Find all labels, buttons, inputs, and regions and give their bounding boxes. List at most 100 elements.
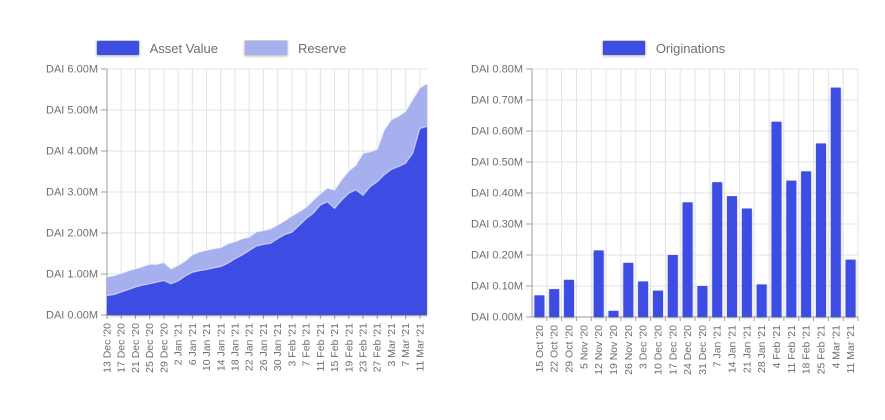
origination-bar[interactable] (786, 180, 797, 317)
x-tick-label: 14 Jan '21 (215, 323, 227, 371)
origination-bar[interactable] (623, 262, 634, 318)
asset-value-swatch (95, 40, 140, 56)
origination-bar[interactable] (741, 208, 752, 318)
originations-chart: Originations DAI 0.00M DAI 0.10M DAI 0.20M… (442, 0, 885, 420)
origination-bar[interactable] (549, 289, 560, 317)
x-tick-label: 12 Nov '20 (593, 325, 605, 375)
y-tick-label: DAI 4.00M (46, 146, 98, 158)
x-tick-label: 14 Jan '21 (727, 325, 739, 373)
x-tick-label: 29 Oct '20 (564, 325, 576, 373)
legend-item-asset-value[interactable]: Asset Value (95, 40, 218, 56)
x-tick-label: 22 Oct '20 (549, 325, 561, 373)
reserve-area[interactable] (107, 83, 427, 296)
y-tick-label: DAI 5.00M (46, 105, 98, 117)
x-tick-label: 11 Mar '21 (845, 325, 857, 374)
origination-bar[interactable] (682, 202, 693, 317)
x-tick-label: 13 Dec '20 (102, 323, 114, 373)
originations-swatch (601, 40, 646, 56)
x-tick-label: 23 Feb '21 (358, 323, 370, 372)
y-tick-label: DAI 0.20M (471, 250, 523, 262)
x-tick-label: 28 Jan '21 (756, 325, 768, 373)
legend-label-reserve: Reserve (298, 40, 347, 56)
origination-bar[interactable] (712, 182, 723, 317)
origination-bar[interactable] (653, 290, 663, 317)
reserve-swatch (244, 40, 288, 56)
x-tick-label: 27 Feb '21 (372, 323, 384, 372)
y-tick-label: DAI 0.40M (471, 188, 523, 200)
x-tick-label: 30 Jan '21 (272, 323, 284, 371)
origination-bar[interactable] (816, 143, 826, 317)
x-tick-label: 7 Jan '21 (712, 325, 724, 367)
asset-value-area[interactable] (107, 126, 427, 316)
origination-bar[interactable] (801, 171, 812, 317)
y-tick-label: DAI 0.10M (471, 281, 523, 293)
x-tick-label: 10 Dec '20 (652, 325, 664, 375)
x-tick-label: 4 Feb '21 (771, 325, 783, 369)
x-tick-label: 18 Feb '21 (801, 325, 813, 374)
origination-bar[interactable] (830, 87, 841, 317)
legend-item-reserve[interactable]: Reserve (244, 40, 346, 56)
y-tick-label: DAI 3.00M (46, 187, 98, 199)
x-tick-label: 3 Mar '21 (386, 323, 398, 367)
x-tick-label: 25 Feb '21 (815, 325, 827, 374)
x-tick-label: 19 Nov '20 (608, 325, 620, 375)
y-tick-label: DAI 0.50M (471, 157, 523, 169)
x-tick-label: 11 Feb '21 (786, 325, 798, 374)
legend-label-originations: Originations (655, 40, 726, 56)
x-tick-label: 6 Jan '21 (187, 323, 199, 365)
asset-reserve-legend: Asset Value Reserve (0, 40, 442, 56)
x-tick-label: 26 Nov '20 (623, 325, 635, 375)
origination-bar[interactable] (771, 121, 782, 317)
y-tick-label: DAI 1.00M (46, 269, 98, 281)
x-tick-label: 22 Jan '21 (244, 323, 256, 371)
origination-bar[interactable] (593, 250, 604, 317)
x-tick-label: 5 Nov '20 (578, 325, 590, 369)
origination-bar[interactable] (667, 255, 678, 317)
y-tick-label: DAI 6.00M (46, 64, 98, 76)
y-tick-label: DAI 0.60M (471, 126, 523, 138)
y-tick-label: DAI 0.00M (46, 310, 98, 322)
origination-bar[interactable] (697, 286, 708, 317)
origination-bar[interactable] (608, 310, 619, 317)
x-tick-label: 19 Feb '21 (343, 323, 355, 372)
x-tick-label: 2 Jan '21 (173, 323, 185, 365)
x-tick-label: 15 Feb '21 (329, 323, 341, 372)
origination-bar[interactable] (534, 295, 545, 317)
x-tick-label: 3 Feb '21 (286, 323, 298, 367)
area-series-group (107, 83, 427, 316)
x-tick-label: 29 Dec '20 (158, 323, 170, 373)
asset-value-area-edge (106, 125, 428, 297)
y-tick-label: DAI 2.00M (46, 228, 98, 240)
legend-label-asset-value: Asset Value (149, 40, 218, 56)
x-tick-label: 21 Dec '20 (130, 323, 142, 373)
x-tick-label: 4 Mar '21 (830, 325, 842, 369)
x-tick-label: 21 Jan '21 (741, 325, 753, 373)
x-tick-label: 10 Jan '21 (201, 323, 213, 371)
asset-reserve-plot[interactable]: DAI 0.00M DAI 1.00M DAI 2.00M DAI 3.00M DAI … (0, 0, 442, 420)
x-tick-label: 31 Dec '20 (697, 325, 709, 375)
legend-item-originations[interactable]: Originations (601, 40, 726, 56)
x-tick-label: 7 Feb '21 (301, 323, 313, 367)
y-tick-label: DAI 0.30M (471, 219, 523, 231)
origination-bar[interactable] (845, 259, 856, 317)
origination-bar[interactable] (638, 281, 649, 317)
x-tick-label: 24 Dec '20 (682, 325, 694, 375)
x-tick-label: 11 Mar '21 (414, 323, 426, 372)
origination-bar[interactable] (756, 284, 767, 317)
bar-series-group (534, 87, 856, 318)
asset-reserve-chart: Asset Value Reserve DAI 0.00M DAI 1.00M DA… (0, 0, 442, 420)
originations-plot[interactable]: DAI 0.00M DAI 0.10M DAI 0.20M DAI 0.30M DAI … (442, 0, 885, 420)
y-tick-label: DAI 0.00M (471, 312, 523, 324)
x-tick-label: 17 Dec '20 (667, 325, 679, 375)
origination-bar[interactable] (564, 279, 574, 317)
y-tick-label: DAI 0.80M (471, 64, 523, 76)
origination-bar[interactable] (727, 196, 737, 317)
originations-legend: Originations (442, 40, 885, 56)
x-tick-label: 26 Jan '21 (258, 323, 270, 371)
x-tick-label: 15 Oct '20 (534, 325, 546, 373)
x-tick-label: 17 Dec '20 (116, 323, 128, 373)
y-tick-label: DAI 0.70M (471, 95, 523, 107)
x-tick-label: 18 Jan '21 (230, 323, 242, 371)
reserve-area-edge (106, 82, 428, 278)
